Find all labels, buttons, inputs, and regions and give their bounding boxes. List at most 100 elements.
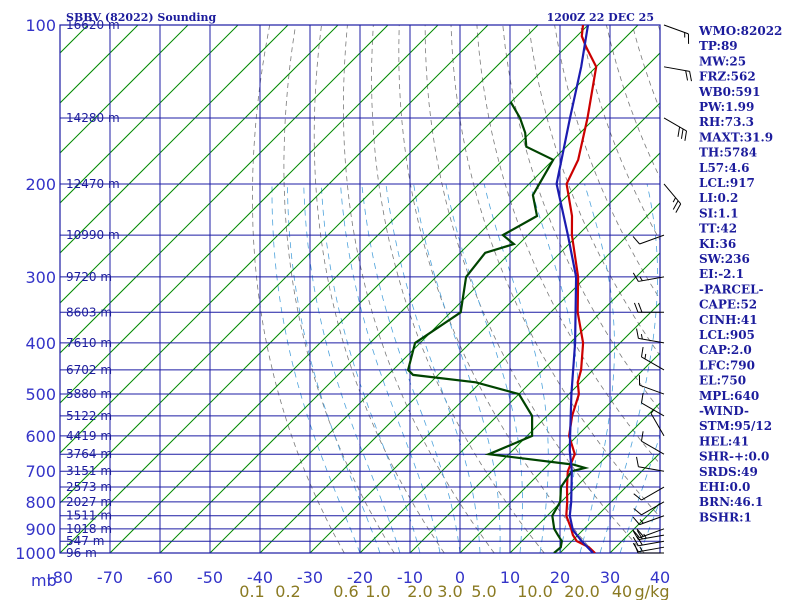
wind-barb-staff — [641, 501, 665, 516]
index-value: CAPE:52 — [699, 298, 757, 312]
wind-barb-staff — [650, 413, 665, 437]
height-label: 10990 m — [66, 228, 120, 242]
wind-barb — [636, 328, 665, 344]
wind-barb-staff — [639, 528, 665, 539]
wind-barb-staff — [663, 183, 682, 205]
wind-barb-feather — [677, 126, 681, 137]
moist-adiabat-line — [445, 183, 523, 553]
temperature-tick-label: -70 — [97, 568, 123, 587]
wind-barb — [663, 117, 688, 141]
wind-barb-staff — [641, 486, 665, 501]
isotherm-line — [60, 25, 239, 204]
height-label: 547 m — [66, 534, 104, 548]
height-label: 12470 m — [66, 177, 120, 191]
pressure-tick-label: 700 — [25, 462, 56, 481]
isotherm-line — [60, 25, 189, 154]
wind-barb-feather — [632, 272, 639, 282]
pressure-tick-label: 900 — [25, 520, 56, 539]
height-label: 3151 m — [66, 464, 112, 478]
index-value: WMO:82022 — [698, 24, 782, 38]
moist-adiabat-line — [529, 183, 579, 553]
mixing-ratio-label: 20.0 — [564, 582, 600, 600]
height-label: 8603 m — [66, 305, 112, 319]
temperature-tick-label: -50 — [197, 568, 223, 587]
wind-barb — [633, 501, 665, 516]
wind-barb-staff — [638, 276, 665, 282]
mixing-ratio-label: 2.0 — [407, 582, 432, 600]
index-value: BSHR:1 — [699, 510, 752, 524]
wind-barb-feather — [632, 530, 639, 540]
height-label: 5880 m — [66, 387, 112, 401]
chart-traces — [406, 24, 692, 554]
wind-barb-staff — [663, 66, 690, 72]
mixing-ratio-label: 0.1 — [239, 582, 264, 600]
mixing-ratio-label: 0.6 — [333, 582, 358, 600]
wind-barb-staff — [638, 534, 665, 541]
index-value: L57:4.6 — [699, 161, 749, 175]
wind-barb-feather — [672, 197, 677, 203]
pressure-tick-label: 300 — [25, 268, 56, 287]
isotherm-line — [60, 25, 289, 254]
pressure-unit-label: mb — [31, 571, 57, 590]
index-value: SRDS:49 — [699, 465, 758, 479]
index-value: CINH:41 — [699, 313, 758, 327]
wind-barb — [640, 346, 665, 371]
height-label: 96 m — [66, 546, 97, 560]
wind-barb-feather — [644, 353, 647, 359]
pressure-tick-label: 600 — [25, 427, 56, 446]
wind-barb — [636, 456, 665, 472]
temperature-tick-label: 40 — [650, 568, 670, 587]
temperature-tick-label: -20 — [347, 568, 373, 587]
wind-barb-feather — [636, 328, 639, 339]
pressure-tick-label: 1000 — [15, 544, 56, 563]
isotherm-line — [209, 102, 660, 553]
height-label: 16620 m — [66, 18, 120, 32]
height-label: 9720 m — [66, 270, 112, 284]
index-value: MAXT:31.9 — [699, 130, 773, 144]
wind-barb-feather — [633, 508, 642, 516]
height-label: 2573 m — [66, 480, 112, 494]
wind-barb-feather — [685, 70, 689, 81]
wind-barb-feather — [632, 536, 639, 547]
index-value: MPL:640 — [699, 389, 759, 403]
wind-barb — [633, 486, 665, 501]
wind-barb-feather — [632, 529, 640, 539]
wind-barb-feather — [639, 546, 643, 552]
temperature-tick-label: -40 — [247, 568, 273, 587]
wind-barb — [632, 234, 665, 245]
wind-barb-feather — [636, 536, 643, 546]
height-label: 7610 m — [66, 336, 112, 350]
moist-adiabat-line — [483, 183, 549, 553]
index-value: PW:1.99 — [699, 100, 754, 114]
mixing-ratio-label: 10.0 — [517, 582, 553, 600]
height-label: 5122 m — [66, 409, 112, 423]
temperature-trace — [565, 25, 598, 553]
wind-barb-feather — [689, 71, 692, 82]
index-value: RH:73.3 — [699, 115, 754, 129]
wind-barb — [638, 375, 665, 395]
wind-barb-staff — [639, 384, 665, 395]
index-value: BRN:46.1 — [699, 495, 763, 509]
isotherm-line — [159, 52, 660, 553]
isotherm-line — [459, 352, 660, 553]
index-value: CAP:2.0 — [699, 343, 752, 357]
mixing-ratio-label: 0.2 — [275, 582, 300, 600]
index-value: SI:1.1 — [699, 206, 739, 220]
wind-barb-staff — [641, 356, 665, 371]
height-label: 1018 m — [66, 522, 112, 536]
wind-barb-feather — [632, 236, 640, 245]
pressure-tick-label: 500 — [25, 385, 56, 404]
pressure-tick-label: 800 — [25, 493, 56, 512]
wind-barb — [663, 183, 682, 213]
wind-barb — [632, 528, 665, 539]
wind-barb-staff — [639, 515, 665, 526]
isotherm-line — [409, 302, 660, 553]
wind-barb-staff — [641, 440, 665, 455]
wind-barb-feather — [675, 203, 682, 213]
wind-barb-feather — [639, 276, 643, 281]
wind-barb-feather — [640, 346, 644, 357]
index-value: -WIND- — [699, 404, 749, 418]
mixing-ratio-label: 1.0 — [365, 582, 390, 600]
